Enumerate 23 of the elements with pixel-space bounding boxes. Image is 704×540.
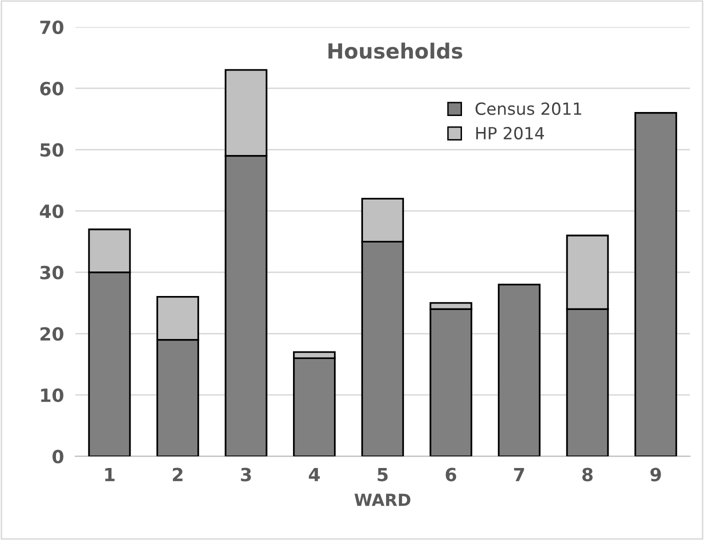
text: Households xyxy=(328,42,462,59)
x-tick-label: 2 xyxy=(172,468,182,482)
y-tick-label: 30 xyxy=(40,266,64,280)
x-tick-label: 5 xyxy=(378,468,388,482)
legend-label: HP 2014 xyxy=(476,126,544,140)
y-tick-label: 0 xyxy=(52,450,64,464)
x-tick-label: 7 xyxy=(514,468,524,482)
x-tick-label: 4 xyxy=(308,468,320,482)
y-tick-label: 70 xyxy=(40,20,64,34)
x-tick-label: 1 xyxy=(105,468,115,482)
x-tick-label: 9 xyxy=(650,468,661,482)
y-tick-label: 60 xyxy=(40,82,64,96)
x-axis-title: WARD xyxy=(354,494,410,506)
y-tick-label: 40 xyxy=(40,204,64,218)
y-tick-label: 10 xyxy=(41,388,64,402)
x-tick-label: 8 xyxy=(582,468,593,482)
y-tick-label: 50 xyxy=(40,143,64,157)
x-tick-label: 3 xyxy=(240,468,251,482)
x-tick-label: 6 xyxy=(446,468,456,482)
bar xyxy=(634,112,678,456)
bar xyxy=(498,284,541,456)
y-tick-label: 20 xyxy=(40,327,64,341)
legend-label: Census 2011 xyxy=(476,102,582,116)
